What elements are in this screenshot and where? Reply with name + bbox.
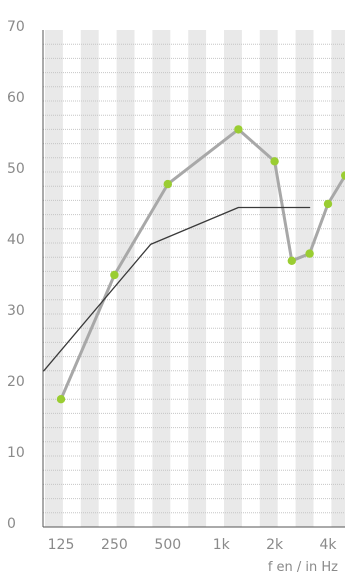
data-point bbox=[341, 171, 345, 180]
grid-band bbox=[116, 30, 135, 527]
data-point bbox=[287, 256, 296, 265]
grid-band bbox=[80, 30, 99, 527]
series-line-2 bbox=[43, 206, 311, 372]
x-tick-label: 4k bbox=[319, 537, 337, 553]
data-point bbox=[270, 157, 279, 166]
y-tick-label: 40 bbox=[7, 232, 25, 248]
horizontal-gridlines bbox=[43, 43, 345, 514]
x-tick-label: 500 bbox=[154, 537, 181, 553]
y-tick-label: 50 bbox=[7, 161, 25, 177]
grid-band bbox=[331, 30, 345, 527]
y-tick-label: 20 bbox=[7, 374, 25, 390]
grid-band bbox=[259, 30, 278, 527]
data-point bbox=[163, 179, 172, 189]
grid-band bbox=[45, 30, 63, 527]
x-tick-label: 125 bbox=[48, 537, 75, 553]
y-tick-label: 0 bbox=[7, 516, 16, 532]
grid-bands bbox=[45, 30, 345, 527]
y-tick-labels: 0 10 20 30 40 50 60 70 bbox=[7, 19, 25, 532]
y-tick-label: 10 bbox=[7, 445, 25, 461]
grid-band bbox=[224, 30, 242, 527]
data-point bbox=[56, 395, 66, 404]
x-tick-labels: 125 250 500 1k 2k 4k bbox=[48, 537, 338, 553]
grid-band bbox=[152, 30, 171, 527]
data-point bbox=[110, 270, 119, 280]
series-layer bbox=[43, 125, 345, 404]
x-axis-label: f en / in Hz bbox=[268, 560, 338, 575]
axes bbox=[42, 30, 345, 528]
x-tick-label: 1k bbox=[213, 537, 231, 553]
grid-band bbox=[295, 30, 314, 527]
data-point bbox=[234, 125, 243, 134]
grid-band bbox=[188, 30, 207, 527]
x-tick-label: 2k bbox=[266, 537, 284, 553]
y-tick-label: 70 bbox=[7, 19, 25, 35]
data-point bbox=[323, 199, 333, 209]
data-point bbox=[305, 249, 314, 258]
y-tick-label: 60 bbox=[7, 90, 25, 106]
y-tick-label: 30 bbox=[7, 303, 25, 319]
x-tick-label: 250 bbox=[101, 537, 128, 553]
